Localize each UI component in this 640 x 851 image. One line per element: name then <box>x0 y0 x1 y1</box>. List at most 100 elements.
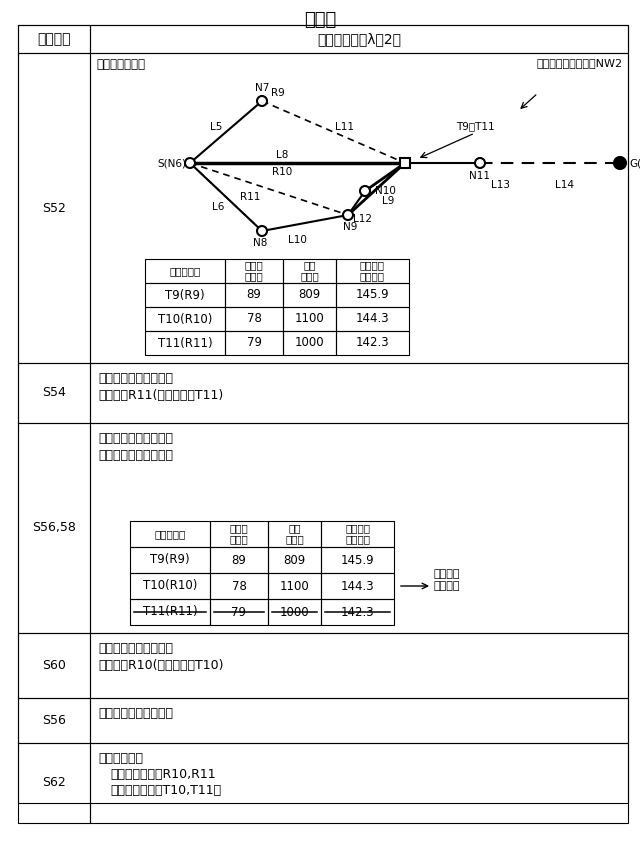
Text: T11(R11): T11(R11) <box>157 336 212 350</box>
Text: 候補ラベル: 候補ラベル <box>170 266 200 276</box>
Text: L5: L5 <box>210 122 222 132</box>
Bar <box>18 363 90 423</box>
Text: T10(R10): T10(R10) <box>158 312 212 325</box>
Text: （候補ラベルT10,T11）: （候補ラベルT10,T11） <box>110 784 221 797</box>
Text: ステップ: ステップ <box>37 32 71 46</box>
Bar <box>268 547 321 573</box>
Text: 142.3: 142.3 <box>340 606 374 619</box>
Bar <box>145 331 225 355</box>
Bar <box>130 599 210 625</box>
Bar <box>90 25 628 53</box>
Bar <box>225 331 283 355</box>
Text: 候補総合
コスト値: 候補総合 コスト値 <box>360 260 385 282</box>
Bar <box>145 307 225 331</box>
Text: S62: S62 <box>42 776 66 790</box>
Bar <box>18 423 90 633</box>
Bar <box>18 633 90 698</box>
Text: 候補ラベル比較: 候補ラベル比較 <box>96 58 145 71</box>
Text: 次点途中経路候補あり: 次点途中経路候補あり <box>98 432 173 445</box>
Bar <box>268 599 321 625</box>
Text: 79: 79 <box>246 336 262 350</box>
Bar <box>90 633 628 698</box>
Text: L13: L13 <box>490 180 509 190</box>
Text: L12: L12 <box>353 214 372 224</box>
Text: R11: R11 <box>240 192 260 202</box>
Bar <box>18 25 90 53</box>
Text: コスト
積算値: コスト 積算値 <box>230 523 248 545</box>
Text: 1000: 1000 <box>294 336 324 350</box>
Bar <box>225 307 283 331</box>
Circle shape <box>257 226 267 236</box>
Text: 途中経路決定: 途中経路決定 <box>98 752 143 765</box>
Bar <box>283 283 336 307</box>
Bar <box>336 283 409 307</box>
Text: T9(R9): T9(R9) <box>150 553 190 567</box>
Text: 142.3: 142.3 <box>356 336 389 350</box>
Bar <box>283 331 336 355</box>
Bar <box>145 283 225 307</box>
Text: 809: 809 <box>298 288 321 301</box>
Text: N8: N8 <box>253 238 267 248</box>
Text: 145.9: 145.9 <box>356 288 389 301</box>
Text: L11: L11 <box>335 122 355 132</box>
Bar <box>90 363 628 423</box>
Bar <box>336 331 409 355</box>
Text: 次点途中
経路候補: 次点途中 経路候補 <box>434 568 461 591</box>
Bar <box>321 573 394 599</box>
Bar <box>210 573 268 599</box>
Bar <box>336 259 409 283</box>
Text: 144.3: 144.3 <box>340 580 374 592</box>
Bar <box>321 521 394 547</box>
Bar <box>210 547 268 573</box>
Bar <box>321 547 394 573</box>
Text: N10: N10 <box>375 186 396 196</box>
Text: 1000: 1000 <box>280 606 309 619</box>
Circle shape <box>475 158 485 168</box>
Bar <box>130 573 210 599</box>
Bar <box>90 423 628 633</box>
Bar <box>210 521 268 547</box>
Text: ネットワークデータNW2: ネットワークデータNW2 <box>537 58 623 68</box>
Text: 途中経路R11(候補ラベルT11): 途中経路R11(候補ラベルT11) <box>98 389 223 402</box>
Text: 78: 78 <box>246 312 261 325</box>
Text: 次点途中経路候補なし: 次点途中経路候補なし <box>98 707 173 720</box>
Bar <box>90 698 628 743</box>
Text: 79: 79 <box>232 606 246 619</box>
Text: 第１途中経路候補決定: 第１途中経路候補決定 <box>98 372 173 385</box>
Circle shape <box>614 157 626 169</box>
Text: N7: N7 <box>255 83 269 93</box>
Bar <box>268 521 321 547</box>
Bar <box>336 307 409 331</box>
Bar <box>400 158 410 168</box>
Text: T9～T11: T9～T11 <box>456 121 494 131</box>
Text: S56,58: S56,58 <box>32 522 76 534</box>
Text: 144.3: 144.3 <box>356 312 389 325</box>
Text: S54: S54 <box>42 386 66 399</box>
Text: L14: L14 <box>556 180 575 190</box>
Bar <box>90 53 628 363</box>
Text: 分散
積算値: 分散 積算値 <box>285 523 304 545</box>
Circle shape <box>257 96 267 106</box>
Text: N11: N11 <box>470 171 490 181</box>
Text: 確定途中経路R10,R11: 確定途中経路R10,R11 <box>110 768 216 781</box>
Text: 1100: 1100 <box>280 580 309 592</box>
Text: L8: L8 <box>276 150 288 160</box>
Text: G(N30): G(N30) <box>629 158 640 168</box>
Text: 候補総合
コスト値: 候補総合 コスト値 <box>345 523 370 545</box>
Text: L9: L9 <box>382 196 394 206</box>
Bar <box>145 259 225 283</box>
Text: 図１２: 図１２ <box>304 11 336 29</box>
Text: R9: R9 <box>271 88 285 98</box>
Text: S(N6): S(N6) <box>157 158 186 168</box>
Text: 89: 89 <box>232 553 246 567</box>
Bar <box>283 259 336 283</box>
Bar <box>130 521 210 547</box>
Text: 78: 78 <box>232 580 246 592</box>
Text: N9: N9 <box>343 222 357 232</box>
Bar <box>18 698 90 743</box>
Text: 次点途中経路候補比較: 次点途中経路候補比較 <box>98 449 173 462</box>
Bar <box>18 53 90 363</box>
Text: 途中経路R10(候補ラベルT10): 途中経路R10(候補ラベルT10) <box>98 659 223 672</box>
Text: L6: L6 <box>212 202 224 212</box>
Bar <box>225 259 283 283</box>
